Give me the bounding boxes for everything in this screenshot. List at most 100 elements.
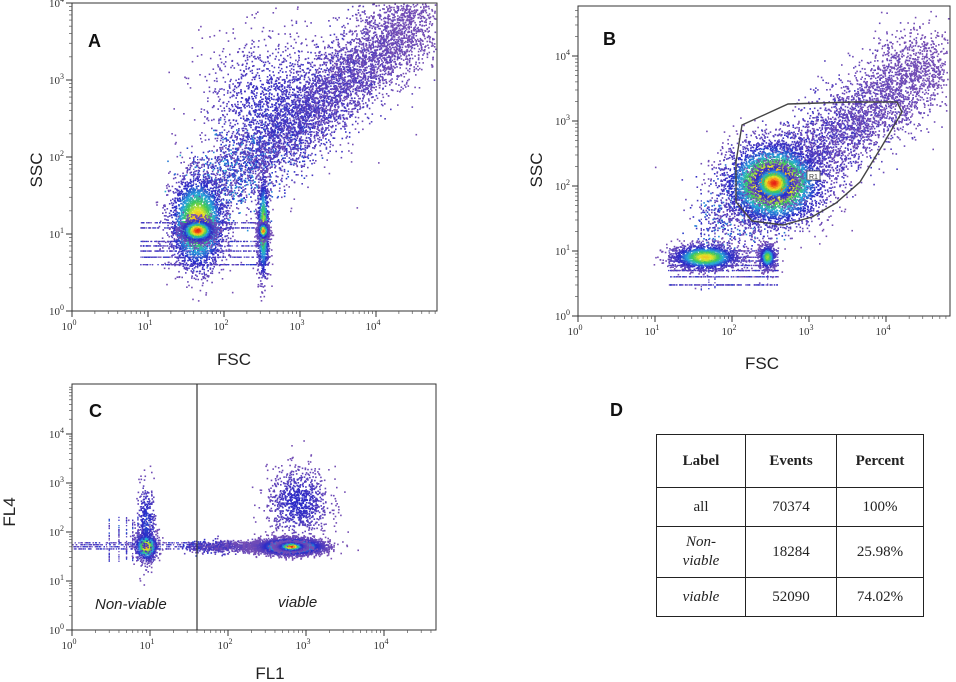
event-dot [271, 161, 273, 163]
event-dot [429, 13, 431, 15]
event-dot [424, 25, 426, 27]
event-dot [331, 82, 333, 84]
event-dot [414, 44, 416, 46]
event-dot [381, 60, 383, 62]
event-dot [434, 43, 436, 45]
event-dot [402, 47, 404, 49]
event-dot [379, 10, 381, 12]
event-dot [305, 134, 307, 136]
event-dot [329, 150, 331, 152]
event-dot [249, 155, 251, 157]
event-dot [282, 71, 284, 73]
event-dot [411, 54, 413, 56]
event-dot [234, 190, 236, 192]
event-dot [354, 64, 356, 66]
event-dot [334, 34, 336, 36]
event-dot [386, 6, 388, 8]
event-dot [415, 5, 417, 7]
event-dot [226, 139, 228, 141]
event-dot [326, 106, 328, 108]
event-dot [267, 161, 269, 163]
event-dot [256, 142, 258, 144]
event-dot [428, 47, 430, 49]
event-dot [219, 132, 221, 134]
event-dot [412, 93, 414, 95]
event-dot [310, 22, 312, 24]
event-dot [359, 71, 361, 73]
event-dot [406, 83, 408, 85]
event-dot [187, 147, 189, 149]
event-dot [411, 43, 413, 45]
event-dot [272, 110, 274, 112]
event-dot [358, 132, 360, 134]
event-dot [402, 81, 404, 83]
event-dot [284, 189, 286, 191]
event-dot [431, 45, 433, 47]
event-dot [289, 89, 291, 91]
event-dot [338, 118, 340, 120]
event-dot [229, 215, 231, 217]
event-dot [393, 47, 395, 49]
event-dot [404, 76, 406, 78]
event-dot [377, 83, 379, 85]
event-dot [284, 169, 286, 171]
event-dot [302, 97, 304, 99]
event-dot [334, 63, 336, 65]
event-dot [407, 70, 409, 72]
event-dot [242, 149, 244, 151]
event-dot [406, 82, 408, 84]
event-dot [287, 171, 289, 173]
event-dot [403, 4, 405, 6]
event-dot [218, 96, 220, 98]
event-dot [418, 51, 420, 53]
event-dot [282, 108, 284, 110]
event-dot [284, 139, 286, 141]
event-dot [350, 44, 352, 46]
event-dot [227, 190, 229, 192]
event-dot [413, 4, 415, 6]
event-dot [230, 180, 232, 182]
event-dot [416, 68, 418, 70]
event-dot [421, 16, 423, 18]
event-dot [336, 60, 338, 62]
event-dot [215, 165, 217, 167]
event-dot [318, 108, 320, 110]
event-dot [410, 41, 412, 43]
event-dot [413, 15, 415, 17]
event-dot [422, 62, 424, 64]
event-dot [325, 64, 327, 66]
event-dot [415, 32, 417, 34]
event-dot [403, 59, 405, 61]
event-dot [338, 43, 340, 45]
event-dot [343, 61, 345, 63]
event-dot [237, 123, 239, 125]
event-dot [335, 82, 337, 84]
event-dot [369, 123, 371, 125]
event-dot [414, 69, 416, 71]
event-dot [301, 175, 303, 177]
event-dot [301, 183, 303, 185]
event-dot [302, 133, 304, 135]
event-dot [328, 139, 330, 141]
panel-a-events [140, 3, 437, 301]
event-dot [326, 67, 328, 69]
event-dot [357, 65, 359, 67]
panel-a-plot: 100101102103104100101102103104 A FSC SSC [27, 0, 437, 369]
event-dot [302, 64, 304, 66]
event-dot [255, 148, 257, 150]
event-dot [376, 76, 378, 78]
event-dot [343, 117, 345, 119]
event-dot [279, 105, 281, 107]
event-dot [289, 118, 291, 120]
event-dot [384, 65, 386, 67]
event-dot [332, 52, 334, 54]
event-dot [384, 118, 386, 120]
event-dot [227, 186, 229, 188]
event-dot [400, 55, 402, 57]
event-dot [359, 76, 361, 78]
event-dot [350, 79, 352, 81]
event-dot [417, 66, 419, 68]
event-dot [378, 75, 380, 77]
event-dot [271, 172, 273, 174]
event-dot [309, 78, 311, 80]
